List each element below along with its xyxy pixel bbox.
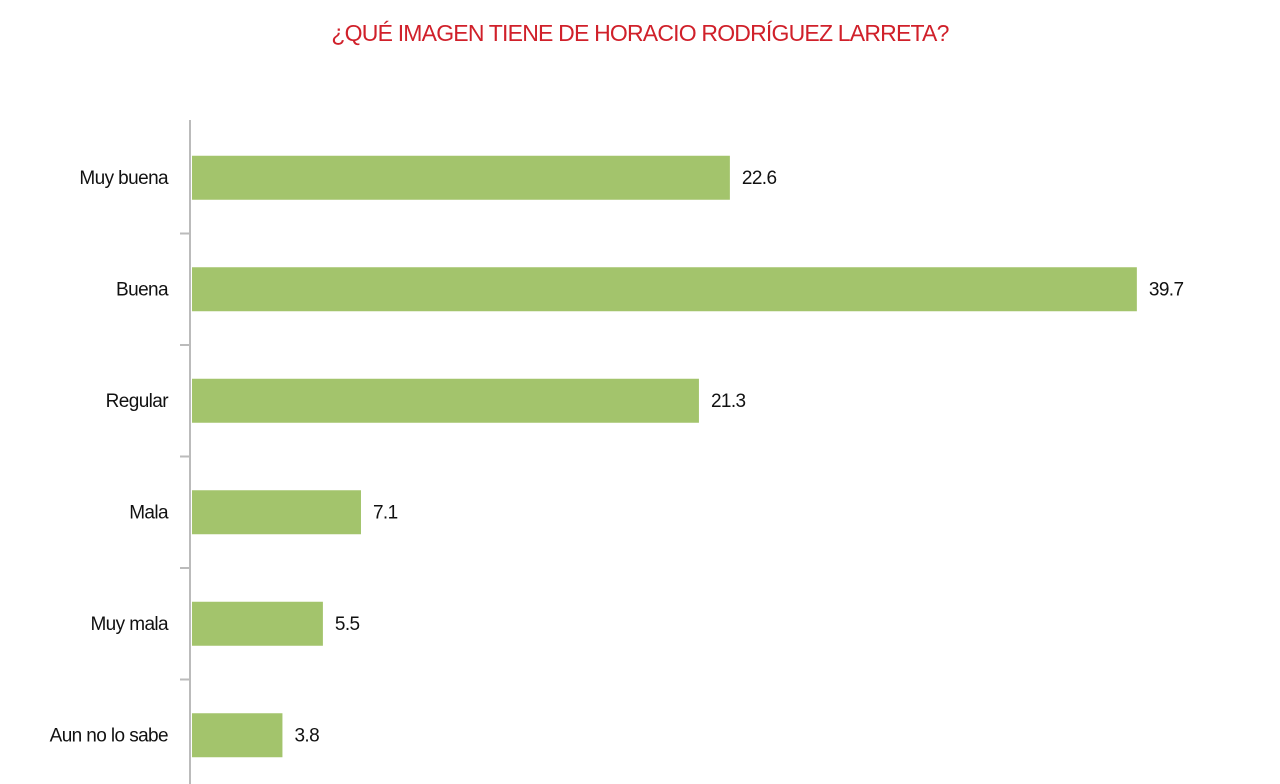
category-label: Mala xyxy=(129,502,169,523)
category-label: Muy buena xyxy=(79,168,169,189)
value-label: 3.8 xyxy=(294,725,319,746)
category-label: Buena xyxy=(116,279,169,300)
bar xyxy=(192,713,283,758)
chart-title: ¿QUÉ IMAGEN TIENE DE HORACIO RODRÍGUEZ L… xyxy=(331,20,948,46)
category-label: Regular xyxy=(106,391,170,412)
bar xyxy=(192,155,730,200)
bar xyxy=(192,601,323,646)
category-label: Muy mala xyxy=(90,614,169,635)
category-label: Aun no lo sabe xyxy=(50,725,168,746)
value-label: 39.7 xyxy=(1149,279,1184,300)
value-label: 7.1 xyxy=(373,502,398,523)
bar xyxy=(192,490,361,535)
bar xyxy=(192,267,1137,312)
value-label: 21.3 xyxy=(711,391,746,412)
value-label: 22.6 xyxy=(742,168,777,189)
bar xyxy=(192,378,699,423)
value-label: 5.5 xyxy=(335,614,360,635)
